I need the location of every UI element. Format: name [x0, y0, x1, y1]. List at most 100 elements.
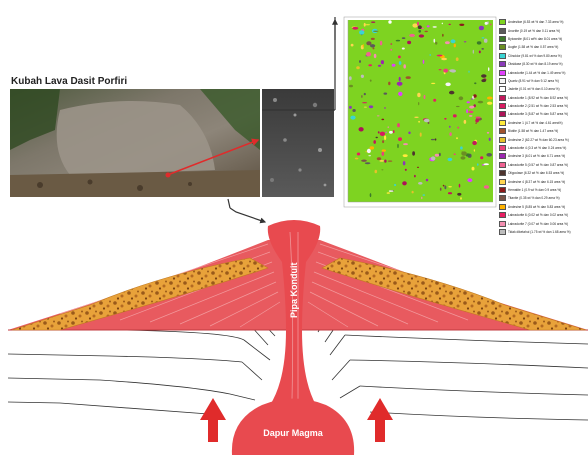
mineral-grain	[382, 140, 385, 144]
mineral-grain	[472, 49, 474, 54]
mineral-grain	[359, 30, 365, 35]
legend-label: Clinoklor (9.81 wt % dan 9.80 area %)	[508, 53, 562, 58]
legend-swatch	[499, 61, 506, 68]
mineral-grain	[390, 48, 393, 51]
mineral-grain	[381, 151, 385, 156]
legend-item: Andesine 4 (8.37 wt % dan 6.15 area %)	[499, 177, 587, 185]
mineral-grain	[486, 153, 493, 157]
legend-label: Labradorite 4 (0.3 wt % dan 0.24 area %)	[508, 146, 567, 151]
mineral-grain	[402, 154, 408, 158]
mineral-grain	[376, 157, 382, 161]
magma-chamber	[231, 398, 355, 455]
mineral-grain	[381, 149, 386, 152]
legend-swatch	[499, 178, 506, 185]
mineral-grain	[398, 76, 401, 82]
legend-swatch	[499, 77, 506, 84]
mineral-grain	[449, 90, 455, 95]
mineral-grain	[480, 156, 484, 160]
legend-item: Bytownite (8.01 wt% dan 8.01 area %)	[499, 35, 587, 43]
mineral-grain	[421, 196, 423, 200]
legend-item: Labradorite 7 (0.07 wt % dan 0.06 area %…	[499, 219, 587, 227]
mineral-grain	[434, 138, 437, 141]
mineral-grain	[369, 146, 375, 150]
mineral-legend: Andesitoe (6.53 wt % dan 7.33 area %) Ano…	[499, 18, 587, 236]
mineral-grain	[368, 155, 372, 157]
mineral-grain	[449, 69, 456, 73]
mineral-grain	[483, 185, 490, 189]
legend-label: Quartz (8.91 wt % dan 9.12 area %)	[508, 78, 559, 83]
legend-label: Andesine 4 (8.37 wt % dan 6.15 area %)	[508, 179, 566, 184]
mineral-grain	[379, 131, 386, 136]
mineral-grain	[368, 105, 374, 109]
legend-label: Labradorite 3 (5.87 wt % dan 5.87 area %…	[508, 112, 569, 117]
mineral-grain	[404, 168, 407, 171]
mineral-grain	[456, 137, 458, 140]
mineral-grain	[389, 130, 393, 134]
mineral-grain	[427, 121, 430, 125]
mineral-grain	[481, 37, 485, 39]
mineral-grain	[371, 21, 376, 23]
legend-label: Andesitoe (6.53 wt % dan 7.33 area %)	[508, 20, 564, 25]
mineral-grain	[369, 79, 372, 82]
mineral-grain	[418, 29, 422, 33]
mineral-grain	[401, 37, 406, 39]
mineral-grain	[411, 190, 414, 194]
legend-swatch	[499, 35, 506, 42]
mineral-grain	[481, 48, 485, 50]
legend-swatch	[499, 203, 506, 210]
legend-label: Jadeite (0.01 wt % dan 0.10 area %)	[508, 87, 560, 92]
mineral-grain	[370, 44, 376, 48]
mineral-grain	[488, 137, 491, 141]
mineral-grain	[455, 57, 459, 61]
mineral-grain	[397, 123, 400, 128]
debris-apron-right	[321, 257, 587, 331]
legend-item: Andesine 5 (5.85 wt % dan 5.83 area %)	[499, 203, 587, 211]
mineral-grain	[403, 143, 408, 146]
legend-label: Anortite (0.19 wt % dan 0.11 area %)	[508, 28, 561, 33]
mineral-grain	[396, 81, 403, 86]
mineral-grain	[463, 41, 467, 43]
mineral-grain	[458, 183, 461, 188]
mineral-grain	[460, 146, 463, 150]
mineral-grain	[449, 125, 451, 128]
legend-item: Labradorite 5 (0.57 wt % dan 0.87 area %…	[499, 161, 587, 169]
legend-item: Labradorite 2 (2.51 wt % dan 2.53 area %…	[499, 102, 587, 110]
mineral-grain	[414, 174, 416, 178]
magma-ascent-arrow-left	[200, 398, 226, 442]
mineral-grain	[478, 25, 484, 31]
mineral-grain	[426, 25, 430, 28]
mineral-grain	[384, 135, 387, 140]
mineral-grain	[361, 159, 367, 162]
conduit-label: Pipa Konduit	[289, 263, 299, 319]
mineral-grain	[457, 126, 460, 129]
legend-item: Andesine 3 (6.01 wt % dan 6.71 area %)	[499, 152, 587, 160]
mineral-grain	[361, 95, 363, 98]
mineral-grain	[398, 91, 403, 96]
mineral-grain	[425, 178, 429, 182]
rock-texture-closeup	[262, 89, 334, 197]
mineral-grain	[372, 47, 375, 50]
debris-apron-left	[11, 257, 269, 331]
mineral-grain	[375, 136, 378, 139]
legend-label: Labradorite 2 (2.51 wt % dan 2.53 area %…	[508, 104, 569, 109]
legend-swatch	[499, 136, 506, 143]
photo-title: Kubah Lava Dasit Porfiri	[11, 76, 128, 87]
mineral-grain	[373, 30, 379, 32]
legend-swatch	[499, 52, 506, 59]
legend-label: Andesine 1 (4.7 wt % dan 4.61 area%)	[508, 120, 563, 125]
legend-item: Hematite 1 (0.9 wt % dan 0.9 area %)	[499, 186, 587, 194]
legend-label: Oligoclase (6.32 wt % dan 6.53 area %)	[508, 171, 565, 176]
magma-conduit	[267, 220, 321, 405]
chamber-label: Dapur Magma	[263, 428, 324, 438]
mineral-grain	[373, 53, 377, 59]
mineral-grain	[384, 159, 387, 163]
mineral-grain	[349, 84, 353, 88]
legend-item: Titanite (0.35 wt % dan 0.29 area %)	[499, 194, 587, 202]
mineral-grain	[472, 140, 477, 146]
mineral-grain	[390, 43, 393, 45]
mineral-grain	[401, 47, 405, 50]
legend-label: Andesine 2 (62.27 wt % dan 60.23 area %)	[508, 137, 569, 142]
mineral-grain	[473, 94, 477, 98]
legend-item: Quartz (8.91 wt % dan 9.12 area %)	[499, 77, 587, 85]
mineral-grain	[377, 131, 380, 134]
